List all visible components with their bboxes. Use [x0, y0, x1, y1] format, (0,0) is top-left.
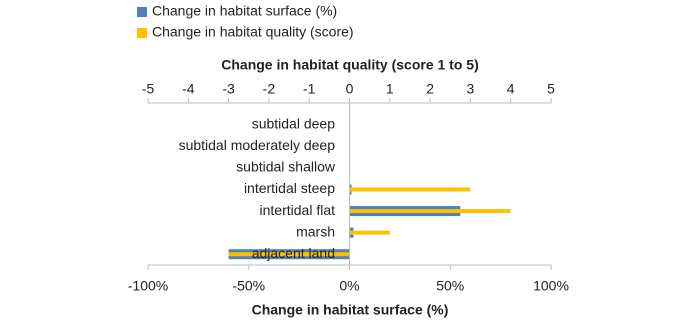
legend-label: Change in habitat surface (%) — [152, 3, 337, 19]
category-label: adjacent land — [252, 245, 335, 261]
x2-tick-label: 2 — [426, 81, 434, 97]
x2-tick-label: -3 — [222, 81, 235, 97]
x2-tick-label: -1 — [303, 81, 316, 97]
category-label: subtidal deep — [252, 115, 336, 131]
x2-tick-label: 1 — [386, 81, 394, 97]
category-label: intertidal steep — [244, 180, 335, 196]
category-label: subtidal shallow — [236, 159, 336, 175]
x-tick-label: 100% — [533, 278, 569, 294]
bottom-axis-title: Change in habitat surface (%) — [252, 302, 449, 318]
bar — [349, 230, 390, 235]
category-label: intertidal flat — [260, 202, 336, 218]
x2-tick-label: 5 — [547, 81, 555, 97]
legend-swatch — [137, 28, 147, 38]
bar — [228, 252, 350, 257]
x-tick-label: -100% — [128, 278, 168, 294]
top-axis-title: Change in habitat quality (score 1 to 5) — [221, 57, 478, 73]
x-tick-label: 50% — [436, 278, 464, 294]
x2-tick-label: -2 — [263, 81, 276, 97]
x-tick-label: -50% — [232, 278, 265, 294]
legend-swatch — [137, 7, 147, 17]
x2-tick-label: -5 — [142, 81, 155, 97]
category-label: marsh — [296, 223, 335, 239]
x2-tick-label: 3 — [467, 81, 475, 97]
x2-tick-label: 0 — [346, 81, 354, 97]
category-label: subtidal moderately deep — [179, 137, 336, 153]
x2-tick-label: 4 — [507, 81, 515, 97]
x-tick-label: 0% — [339, 278, 359, 294]
legend-label: Change in habitat quality (score) — [152, 24, 354, 40]
bar — [349, 187, 471, 192]
x2-tick-label: -4 — [182, 81, 195, 97]
bar — [349, 209, 511, 214]
